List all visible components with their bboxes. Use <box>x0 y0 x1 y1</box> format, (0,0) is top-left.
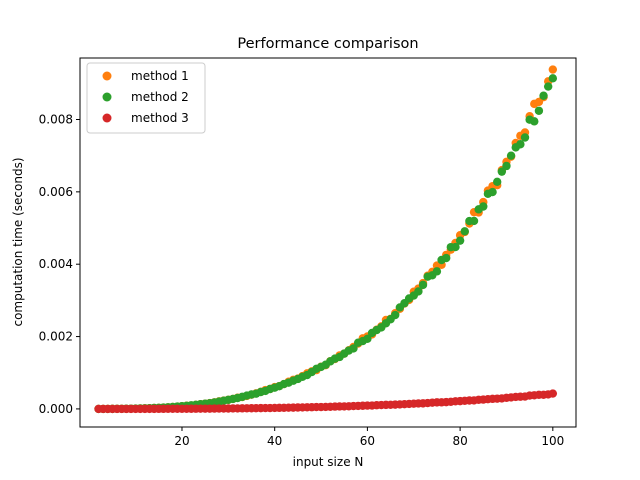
legend-box <box>86 62 206 134</box>
data-point <box>539 91 548 100</box>
data-points <box>94 65 558 414</box>
data-point <box>543 82 553 91</box>
x-tick-label: 100 <box>541 434 564 448</box>
y-axis: 0.000 0.002 0.004 0.006 0.008 <box>39 113 80 416</box>
data-point <box>349 344 358 353</box>
x-axis-label: input size N <box>293 455 364 469</box>
data-point <box>492 177 502 187</box>
x-tick-label: 20 <box>174 434 189 448</box>
data-point <box>418 280 428 290</box>
y-tick-label: 0.000 <box>39 402 73 416</box>
data-point <box>363 334 372 343</box>
data-point <box>414 287 423 296</box>
data-point <box>432 267 442 276</box>
data-point <box>455 236 465 245</box>
y-tick-label: 0.004 <box>39 257 73 271</box>
legend-marker <box>102 92 112 102</box>
data-point <box>460 227 469 236</box>
chart-title: Performance comparison <box>237 36 418 52</box>
data-point <box>506 151 516 160</box>
data-point <box>534 106 544 115</box>
data-point <box>479 202 488 211</box>
data-point <box>442 253 451 263</box>
x-tick-label: 60 <box>360 434 375 448</box>
data-point <box>548 65 558 74</box>
legend-marker <box>102 71 112 81</box>
y-tick-label: 0.002 <box>39 330 73 344</box>
data-point <box>502 161 511 171</box>
y-axis-label: computation time (seconds) <box>11 157 25 326</box>
legend-label: method 3 <box>131 111 189 125</box>
data-point <box>520 133 530 142</box>
data-point <box>530 117 539 126</box>
legend-label: method 1 <box>131 69 189 83</box>
data-point <box>548 389 558 398</box>
legend-label: method 2 <box>131 90 189 104</box>
x-axis: 20 40 60 80 100 <box>174 427 564 448</box>
data-point <box>391 310 400 320</box>
x-tick-label: 80 <box>452 434 467 448</box>
plot-frame <box>79 57 577 428</box>
data-point <box>469 216 479 226</box>
data-point <box>451 242 460 252</box>
data-point <box>548 74 558 83</box>
data-point <box>497 167 507 176</box>
x-tick-label: 40 <box>267 434 282 448</box>
y-tick-label: 0.008 <box>39 113 73 127</box>
data-point <box>516 140 525 149</box>
data-point <box>488 187 497 197</box>
y-tick-label: 0.006 <box>39 185 73 199</box>
series-method-3 <box>94 389 558 414</box>
legend: method 1 method 2 method 3 <box>86 62 206 134</box>
legend-marker <box>102 113 112 123</box>
